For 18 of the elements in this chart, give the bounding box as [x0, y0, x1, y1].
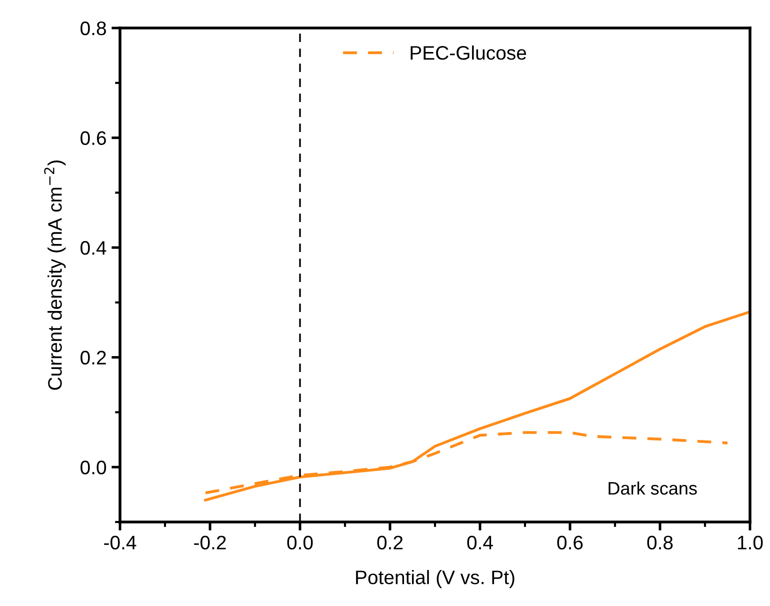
x-tick-label: 0.0 — [287, 536, 313, 550]
y-axis-title: Current density (mA cm$^{−2}$) — [44, 160, 66, 390]
legend-label: PEC-Glucose — [410, 46, 526, 60]
line-series — [204, 310, 750, 502]
x-tick-label: 0.6 — [557, 536, 583, 550]
y-tick-label: 0.6 — [80, 131, 106, 146]
y-tick-label: 0.8 — [80, 21, 106, 36]
x-tick-label: -0.4 — [104, 536, 136, 550]
x-tick-label: 1.0 — [738, 536, 763, 550]
y-tick-label: 0.2 — [80, 350, 106, 365]
x-tick-label: 0.4 — [467, 536, 493, 550]
annotation: Dark scans — [608, 481, 697, 495]
x-tick-label: 0.8 — [647, 536, 673, 550]
x-tick-label: -0.2 — [194, 536, 226, 550]
x-tick-label: 0.2 — [377, 536, 403, 550]
x-axis-title: Potential (V vs. Pt) — [356, 570, 514, 588]
y-tick-label: 0.0 — [80, 460, 106, 474]
y-tick-label: 0.4 — [80, 241, 106, 255]
